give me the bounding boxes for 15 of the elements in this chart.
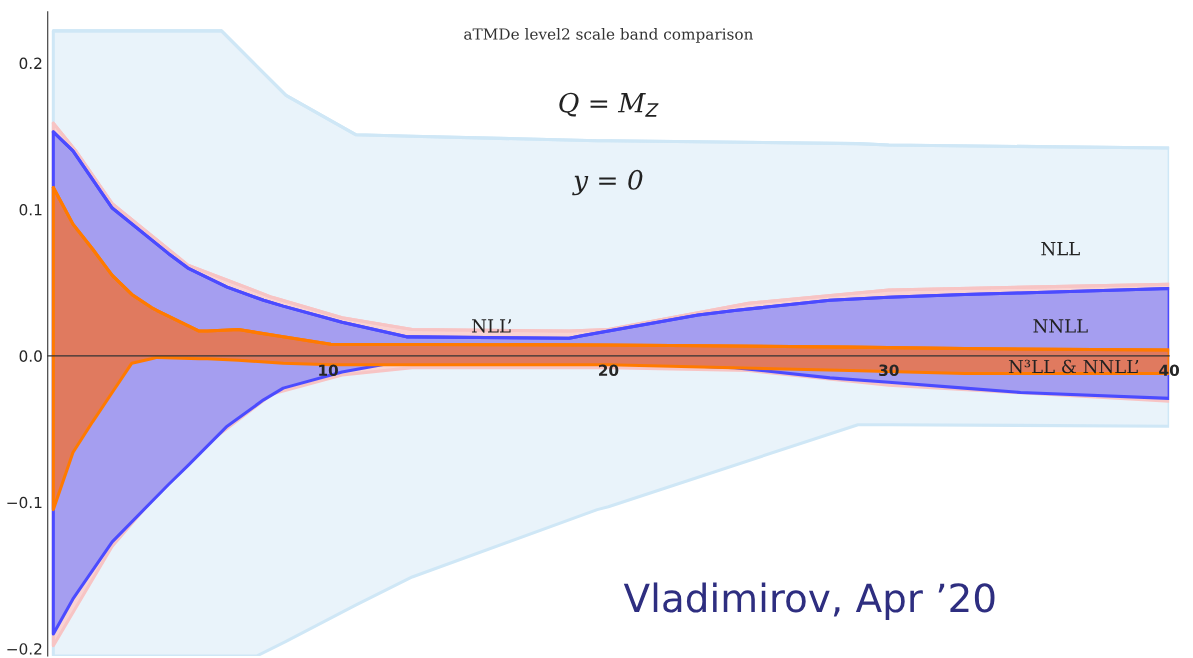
y-tick-label: −0.1: [7, 496, 42, 509]
x-tick-label: 20: [599, 364, 619, 377]
x-tick-label: 10: [319, 364, 338, 377]
y-tick-label: −0.2: [7, 643, 42, 655]
y-tick-label: 0.2: [19, 57, 42, 70]
annotation: NLL’: [472, 319, 511, 333]
text: aTMDe level2 scale band comparison: [464, 27, 753, 43]
annotation: y = 0: [572, 169, 643, 196]
y-tick-label: 0.0: [19, 350, 42, 362]
annotation: N³LL & NNLL’: [1008, 359, 1139, 374]
annotation: NNLL: [1033, 319, 1088, 333]
annotation: NLL: [1041, 242, 1080, 256]
annotation: Q = M$_{Z}$: [559, 92, 659, 117]
annotation: Vladimirov, Apr ’20: [623, 582, 995, 621]
y-tick-label: 0.1: [19, 203, 42, 216]
